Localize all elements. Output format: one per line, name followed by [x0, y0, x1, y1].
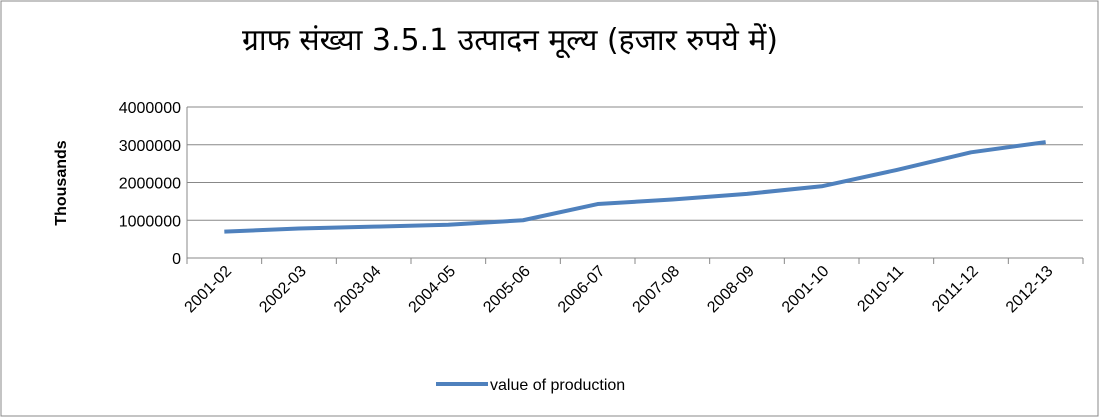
chart-title: ग्राफ संख्या 3.5.1 उत्पादन मूल्य (हजार र… [242, 23, 778, 59]
y-tick-label: 0 [172, 251, 181, 268]
y-axis-label: Thousands [53, 140, 70, 225]
y-tick-label: 2000000 [119, 176, 181, 193]
data-line [224, 140, 1046, 234]
y-tick-label: 3000000 [119, 138, 181, 155]
y-tick-label: 1000000 [119, 213, 181, 230]
legend-label: value of production [490, 377, 625, 394]
y-tick-label: 4000000 [119, 100, 181, 117]
